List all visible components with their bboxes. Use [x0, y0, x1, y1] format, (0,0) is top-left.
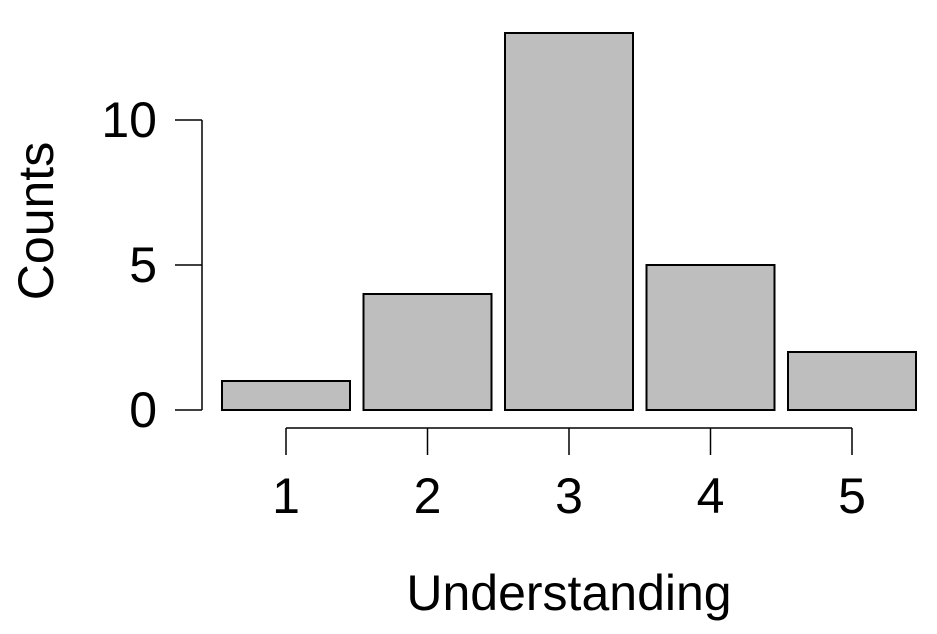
bar-2	[362, 293, 493, 411]
x-axis: 1 2 3 4 5	[272, 427, 866, 524]
x-tick-label-4: 4	[697, 468, 725, 524]
x-tick-label-3: 3	[555, 468, 583, 524]
y-tick-label-10: 10	[101, 92, 157, 148]
y-axis-label: Counts	[8, 142, 64, 300]
bar-3	[504, 32, 634, 411]
x-tick-label-1: 1	[272, 468, 300, 524]
y-tick-label-5: 5	[129, 237, 157, 293]
bar-4	[645, 264, 776, 411]
y-axis: 0 5 10	[101, 92, 203, 438]
bar-1	[221, 380, 351, 411]
bars	[221, 32, 917, 411]
x-axis-label: Understanding	[406, 565, 731, 621]
x-tick-label-2: 2	[414, 468, 442, 524]
y-tick-label-0: 0	[129, 382, 157, 438]
x-tick-label-5: 5	[838, 468, 866, 524]
bar-5	[787, 351, 917, 411]
